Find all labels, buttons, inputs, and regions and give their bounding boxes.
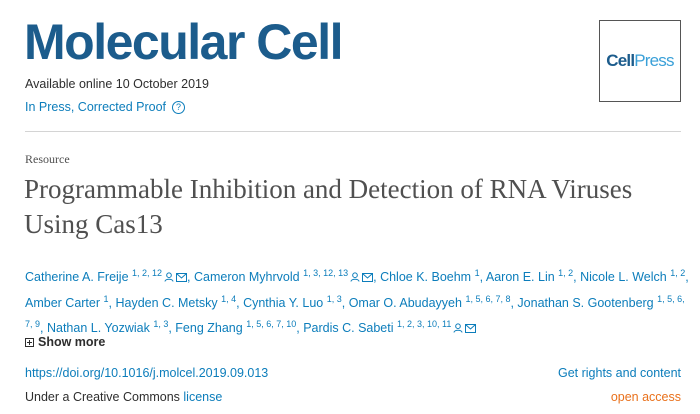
divider [25,131,681,132]
affiliation-refs[interactable]: 1, 4 [221,294,237,304]
help-icon[interactable]: ? [172,100,186,114]
author-name[interactable]: Chloe K. Boehm [380,270,472,284]
author-separator: , [373,270,381,284]
affiliation-refs[interactable]: 1, 5, 6, 7, 8 [465,294,511,304]
article-title: Programmable Inhibition and Detection of… [24,174,633,239]
affiliation-refs[interactable]: 1, 5, 6, 7, 9 [25,294,685,329]
author-link[interactable]: Hayden C. Metsky 1, 4 [115,294,237,310]
author-separator: , [236,296,244,310]
author-link[interactable]: Aaron E. Lin 1, 2 [485,268,574,284]
author-separator: , [40,321,47,335]
author-link[interactable]: Omar O. Abudayyeh 1, 5, 6, 7, 8 [348,294,511,310]
author-separator: , [685,270,689,284]
mail-icon[interactable] [465,319,477,340]
affiliation-refs[interactable]: 1 [103,294,109,304]
author-name[interactable]: Hayden C. Metsky [115,296,218,310]
author-link[interactable]: Amber Carter 1 [25,294,109,310]
author-name[interactable]: Nicole L. Welch [580,270,667,284]
get-rights-link[interactable]: Get rights and content [558,366,681,380]
affiliation-refs[interactable]: 1, 2 [558,268,574,278]
license-link[interactable]: license [183,390,223,404]
author-link[interactable]: Nicole L. Welch 1, 2 [580,268,686,284]
affiliation-refs[interactable]: 1, 3 [326,294,342,304]
available-online-date: Available online 10 October 2019 [25,77,209,91]
author-link[interactable]: Feng Zhang 1, 5, 6, 7, 10 [175,319,297,335]
author-separator: , [168,321,176,335]
affiliation-refs[interactable]: 1, 2 [670,268,686,278]
mail-icon[interactable] [176,268,188,289]
affiliation-refs[interactable]: 1, 3, 12, 13 [303,268,349,278]
affiliation-refs[interactable]: 1, 2, 3, 10, 11 [397,319,452,329]
author-link[interactable]: Cameron Myhrvold 1, 3, 12, 13 [194,268,374,284]
person-icon[interactable] [453,319,463,340]
person-icon[interactable] [164,268,174,289]
author-separator: , [479,270,486,284]
author-link[interactable]: Jonathan S. Gootenberg 1, 5, 6, 7, 9 [25,294,685,335]
author-name[interactable]: Cameron Myhrvold [194,270,300,284]
cellpress-logo-text: CellPress [606,51,674,70]
affiliation-refs[interactable]: 1, 2, 12 [132,268,163,278]
author-name[interactable]: Amber Carter [25,296,101,310]
author-link[interactable]: Catherine A. Freije 1, 2, 12 [25,268,188,284]
in-press-label[interactable]: In Press, Corrected Proof [25,100,167,114]
license-line: Under a Creative Commons license [25,390,222,404]
author-separator: , [187,270,194,284]
person-icon[interactable] [350,268,360,289]
affiliation-refs[interactable]: 1 [474,268,480,278]
author-list: Catherine A. Freije 1, 2, 12, Cameron My… [25,263,690,340]
author-link[interactable]: Cynthia Y. Luo 1, 3 [243,294,342,310]
article-type: Resource [25,152,70,166]
author-link[interactable]: Chloe K. Boehm 1 [380,268,480,284]
author-separator: , [296,321,304,335]
author-separator: , [510,296,518,310]
author-name[interactable]: Nathan L. Yozwiak [46,321,150,335]
mail-icon[interactable] [362,268,374,289]
affiliation-refs[interactable]: 1, 5, 6, 7, 10 [246,319,297,329]
show-more-button[interactable]: Show more [25,335,105,349]
show-more-label: Show more [38,335,106,349]
license-prefix: Under a Creative Commons [25,390,180,404]
author-link[interactable]: Nathan L. Yozwiak 1, 3 [46,319,169,335]
author-name[interactable]: Cynthia Y. Luo [243,296,324,310]
open-access-badge: open access [610,390,681,404]
author-separator: , [573,270,581,284]
affiliation-refs[interactable]: 1, 3 [153,319,169,329]
author-link[interactable]: Pardis C. Sabeti 1, 2, 3, 10, 11 [303,319,477,335]
author-name[interactable]: Feng Zhang [175,321,243,335]
author-name[interactable]: Catherine A. Freije [25,270,129,284]
author-name[interactable]: Omar O. Abudayyeh [348,296,462,310]
author-name[interactable]: Pardis C. Sabeti [303,321,394,335]
plus-icon [25,337,34,347]
doi-link[interactable]: https://doi.org/10.1016/j.molcel.2019.09… [25,366,269,380]
author-separator: , [108,296,116,310]
cellpress-logo[interactable]: CellPress [599,20,681,102]
author-name[interactable]: Jonathan S. Gootenberg [517,296,654,310]
author-separator: , [341,296,349,310]
journal-title[interactable]: Molecular Cell [24,14,344,70]
in-press-link[interactable]: In Press, Corrected Proof ? [25,100,186,114]
author-name[interactable]: Aaron E. Lin [485,270,555,284]
